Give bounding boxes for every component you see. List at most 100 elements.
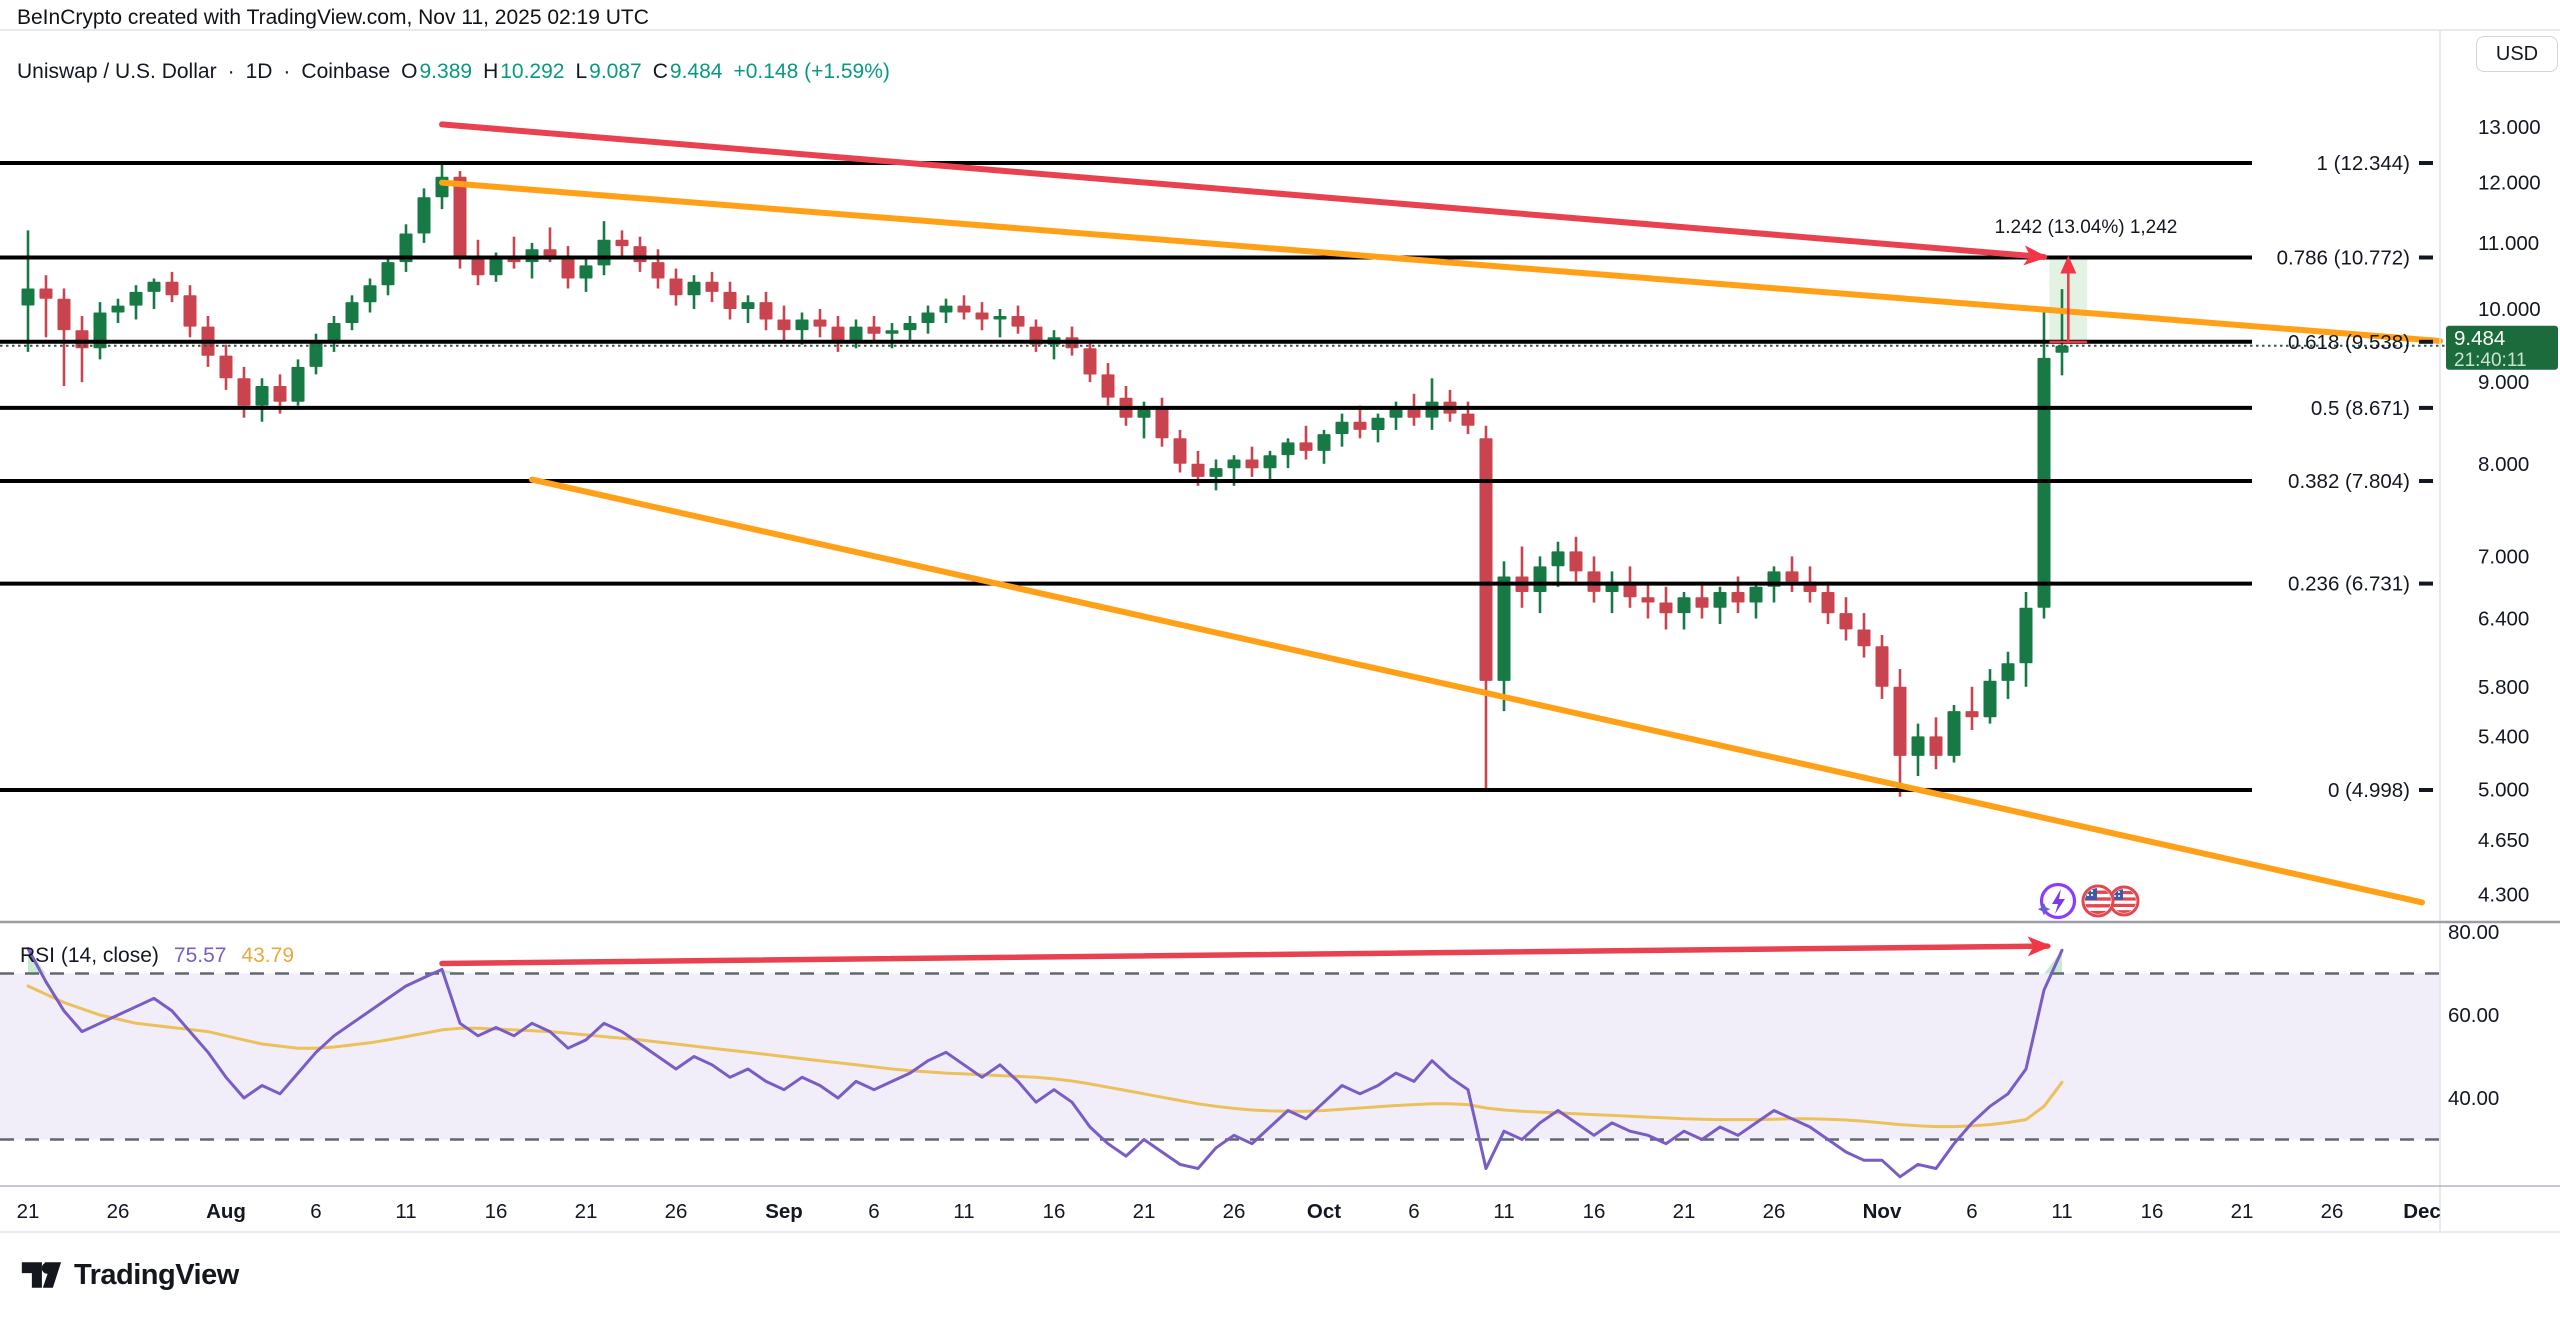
rsi-line <box>26 947 2064 1179</box>
candle-body <box>507 258 521 263</box>
trendline-orange-lower[interactable] <box>529 476 2425 906</box>
candle-body <box>1839 613 1853 630</box>
time-tick: 26 <box>1223 1200 1246 1223</box>
candle-body <box>561 255 575 279</box>
candle-body <box>219 355 233 379</box>
rsi-title: RSI (14, close) <box>20 944 159 967</box>
price-tick: 13.000 <box>2478 116 2541 139</box>
candle-body <box>1713 592 1727 608</box>
candle-body <box>1929 736 1943 756</box>
candle-body <box>1479 438 1493 681</box>
candle-body <box>75 330 89 349</box>
time-tick: Aug <box>206 1200 246 1223</box>
measure-arrow-head <box>2060 255 2077 274</box>
candle-body <box>1155 409 1169 439</box>
rsi-tick: 40.00 <box>2448 1087 2499 1110</box>
tradingview-brand-text: TradingView <box>74 1258 239 1291</box>
candle-body <box>345 302 359 323</box>
price-tick: 9.000 <box>2478 371 2529 394</box>
candle-body <box>1245 459 1259 469</box>
candle-body <box>111 305 125 313</box>
fib-labels: 1 (12.344) 0.786 (10.772) 0.618 (9.538) 0.5… <box>2277 152 2433 802</box>
time-tick: 26 <box>665 1200 688 1223</box>
time-tick: 21 <box>2231 1200 2254 1223</box>
candle-body <box>309 341 323 367</box>
candle-body <box>147 281 161 292</box>
sparkle-bolt-icon <box>2037 882 2077 920</box>
time-tick: 16 <box>485 1200 508 1223</box>
time-tick: Dec <box>2403 1200 2441 1223</box>
candle-body <box>1335 421 1349 434</box>
candle-body <box>1299 442 1313 451</box>
ohlc-low: L 9.087 <box>575 60 642 83</box>
fib-label: 0 (4.998) <box>2328 779 2410 802</box>
ohlc-open: O 9.389 <box>401 60 473 83</box>
price-tick: 10.000 <box>2478 298 2541 321</box>
candle-body <box>705 281 719 292</box>
candle-body <box>1011 316 1025 327</box>
candle-body <box>831 326 845 341</box>
time-tick: 26 <box>107 1200 130 1223</box>
symbol-name[interactable]: Uniswap / U.S. Dollar <box>17 60 217 83</box>
trendline-red-resistance[interactable] <box>439 121 2048 266</box>
rsi-scale[interactable]: 80.00 60.00 40.00 <box>2448 921 2499 1110</box>
rsi-trendline-red[interactable] <box>439 936 2052 967</box>
candle-body <box>2019 607 2033 664</box>
currency-button[interactable]: USD <box>2476 36 2558 72</box>
candle-body <box>849 326 863 341</box>
candle-body <box>1965 711 1979 718</box>
candle-body <box>1695 597 1709 608</box>
candle-body <box>93 312 107 349</box>
candle-body <box>975 312 989 320</box>
candle-body <box>813 319 827 327</box>
candle-body <box>993 316 1007 320</box>
fib-levels <box>0 161 2252 792</box>
candle-body <box>1353 421 1367 430</box>
interval-label[interactable]: 1D <box>245 60 273 83</box>
us-flag-coin-front-icon <box>2081 884 2115 918</box>
time-tick: 26 <box>1763 1200 1786 1223</box>
candle-body <box>759 302 773 320</box>
candle-body <box>723 291 737 309</box>
price-scale[interactable]: 13.000 12.000 11.000 10.000 9.000 8.000 7.000 6… <box>2478 116 2541 906</box>
candle-body <box>273 386 287 402</box>
trendline-orange-upper[interactable] <box>439 179 2443 344</box>
separator-dot: · <box>227 60 235 83</box>
time-axis[interactable]: 21 26 Aug 6 11 16 21 26 Sep 6 11 16 21 26 Oct 6 11 16 21 26… <box>17 1200 2441 1223</box>
time-tick: 11 <box>1493 1200 1514 1223</box>
candle-body <box>327 323 341 341</box>
fib-label: 0.5 (8.671) <box>2311 397 2410 420</box>
candle-body <box>183 295 197 327</box>
candle-body <box>957 305 971 313</box>
measurement-label: 1.242 (13.04%) 1,242 <box>1994 217 2178 238</box>
candle-body <box>39 288 53 299</box>
price-tick: 4.650 <box>2478 829 2529 852</box>
candle-body <box>1659 602 1673 614</box>
tradingview-logo-icon <box>21 1262 62 1288</box>
candle-body <box>21 288 35 306</box>
candle-body <box>57 298 71 331</box>
time-tick: 16 <box>2141 1200 2164 1223</box>
rsi-band <box>0 973 2440 1140</box>
ohlc-close: C 9.484 <box>652 60 723 83</box>
price-tick: 7.000 <box>2478 545 2529 568</box>
candle-body <box>597 239 611 266</box>
candle-body <box>633 246 647 263</box>
candle-body <box>1983 680 1997 718</box>
candle-body <box>165 281 179 296</box>
change-value: +0.148 (+1.59%) <box>733 60 890 83</box>
candle-body <box>363 285 377 303</box>
fib-label: 0.618 (9.538) <box>2288 331 2410 354</box>
separator-dot: · <box>283 60 291 83</box>
candle-body <box>1209 468 1223 477</box>
candle-body <box>777 319 791 331</box>
candle-body <box>543 249 557 256</box>
time-tick: 6 <box>310 1200 321 1223</box>
candle-body <box>921 312 935 323</box>
tradingview-brand[interactable]: TradingView <box>20 1256 239 1294</box>
rsi-legend[interactable]: RSI (14, close) 75.57 43.79 <box>20 944 294 968</box>
time-tick: 11 <box>953 1200 974 1223</box>
